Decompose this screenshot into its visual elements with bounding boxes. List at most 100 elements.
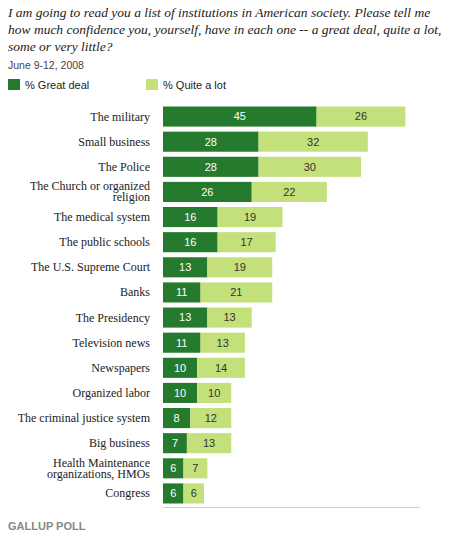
bar [207,308,251,328]
data-label: 14 [215,362,227,374]
tick-label: Small business [78,135,150,149]
text-line: The criminal justice system [18,411,151,425]
tick-label: Newspapers [91,361,150,375]
tick-label: Organized labor [73,386,150,400]
bar [317,107,406,127]
data-label: 16 [184,211,196,223]
text-line: Small business [78,135,150,149]
bar [163,333,201,353]
tick-label: Health Maintenanceorganizations, HMOs [47,456,150,481]
tick-label: Television news [73,336,151,350]
data-label: 26 [201,186,213,198]
text-line: The military [90,110,150,124]
text-line: religion [113,190,150,204]
text-line: Organized labor [73,386,150,400]
text-line: Congress [105,486,150,500]
chart-svg: I am going to read you a list of institu… [0,0,454,542]
bar [163,408,190,428]
tick-label: The Police [98,160,150,174]
text-line: The Police [98,160,150,174]
data-label: 16 [184,236,196,248]
data-label: 13 [179,261,191,273]
y-axis: The military Small business The Police The … [18,110,151,501]
tick: Health Maintenanceorganizations, HMOs [47,456,150,481]
axis-line [164,507,420,508]
bar [187,433,231,453]
bar [163,132,259,152]
data-label: 6 [170,487,176,499]
tick: Organized labor [73,386,150,400]
tick: The Church or organizedreligion [30,179,150,204]
data-label: 22 [283,186,295,198]
bar [163,308,207,328]
tick-label: The military [90,110,150,124]
tick: The Presidency [76,311,150,325]
data-label: 28 [205,136,217,148]
text-line: The Presidency [76,311,150,325]
bar [163,107,317,127]
legend-label: % Great deal [25,79,89,91]
data-label: 17 [241,236,253,248]
tick: The Police [98,160,150,174]
bar [163,358,197,378]
tick: Banks [120,285,150,299]
data-label: 28 [205,161,217,173]
bar [252,182,327,202]
data-label: 7 [172,437,178,449]
bar [163,433,187,453]
bar [163,207,218,227]
bar [163,483,183,503]
tick-label: Banks [120,285,150,299]
data-label: 8 [174,412,180,424]
x-axis [164,507,420,508]
data-label: 21 [230,286,242,298]
bar [190,408,231,428]
data-label: 26 [355,110,367,122]
bars [163,107,405,504]
text-line: some or very little? [8,39,113,54]
bar [163,282,201,302]
bar [218,207,283,227]
legend-swatch [146,79,158,90]
bar [197,358,245,378]
tick-label: The Presidency [76,311,150,325]
text-line: The public schools [59,235,150,249]
tick: Newspapers [91,361,150,375]
bar [183,458,207,478]
tick-label: The U.S. Supreme Court [31,260,151,274]
data-label: 13 [223,311,235,323]
bar [163,257,207,277]
chart-container: I am going to read you a list of institu… [0,0,454,542]
tick-label: The criminal justice system [18,411,151,425]
data-label: 19 [234,261,246,273]
bar [218,232,276,252]
tick-label: The Church or organizedreligion [30,179,150,204]
bar [259,132,368,152]
text-line: organizations, HMOs [47,467,150,481]
text-line: Banks [120,285,150,299]
bar [163,383,197,403]
data-label: 30 [304,161,316,173]
tick: The criminal justice system [18,411,151,425]
data-label: 7 [192,462,198,474]
text-line: how much confidence you, yourself, have … [8,22,441,37]
tick: Congress [105,486,150,500]
legend: % Great deal % Quite a lot [8,79,226,91]
tick: The military [90,110,150,124]
data-label: 32 [307,136,319,148]
tick: The medical system [54,210,151,224]
data-label: 6 [191,487,197,499]
data-label: 10 [174,387,186,399]
bar [163,157,259,177]
tick-label: Congress [105,486,150,500]
text-line: The medical system [54,210,151,224]
data-label: 12 [205,412,217,424]
data-label: 13 [217,337,229,349]
tick: Television news [73,336,151,350]
legend-label: % Quite a lot [163,79,226,91]
data-label: 11 [176,286,187,298]
source: GALLUP POLL [8,520,86,532]
bar [201,282,273,302]
legend-swatch [8,79,20,90]
text-line: I am going to read you a list of institu… [7,5,430,20]
